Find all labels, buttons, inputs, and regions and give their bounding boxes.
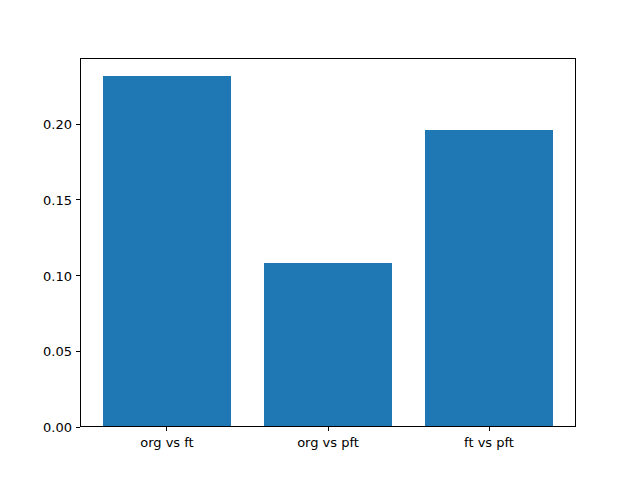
- y-tick-mark: [76, 427, 80, 428]
- y-tick-mark: [76, 351, 80, 352]
- y-tick-label: 0.05: [43, 345, 72, 358]
- y-tick-label: 0.00: [43, 421, 72, 434]
- bar-org-vs-pft: [264, 263, 393, 427]
- x-tick-mark: [489, 427, 490, 431]
- x-tick-mark: [166, 427, 167, 431]
- y-tick-mark: [76, 275, 80, 276]
- y-tick-mark: [76, 124, 80, 125]
- x-tick-label: org vs pft: [297, 436, 359, 449]
- y-tick-label: 0.20: [43, 118, 72, 131]
- plot-area: org vs ftorg vs pftft vs pft0.000.050.10…: [80, 58, 576, 427]
- x-tick-mark: [328, 427, 329, 431]
- x-tick-label: ft vs pft: [464, 436, 514, 449]
- figure: org vs ft org vs pft ft vs pft 0.00 0.05 0.10…: [0, 0, 640, 480]
- x-tick-label: org vs ft: [140, 436, 194, 449]
- y-tick-label: 0.15: [43, 193, 72, 206]
- y-tick-label: 0.10: [43, 269, 72, 282]
- bar-ft-vs-pft: [425, 130, 554, 427]
- y-tick-mark: [76, 199, 80, 200]
- bar-org-vs-ft: [103, 76, 232, 427]
